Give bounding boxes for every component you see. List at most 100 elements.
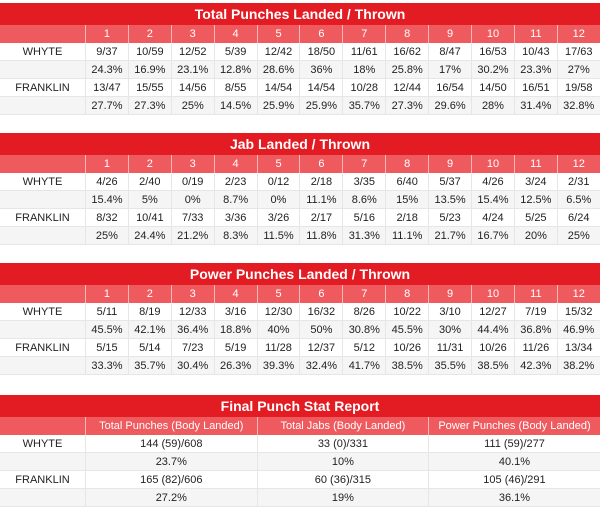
landed-cell: 0/19 bbox=[170, 173, 214, 190]
pct-cell: 35.5% bbox=[428, 357, 471, 374]
landed-cell: 12/37 bbox=[299, 339, 342, 356]
landed-cell: 7/33 bbox=[170, 209, 214, 226]
landed-cell: 5/37 bbox=[428, 173, 471, 190]
pct-cell: 21.7% bbox=[428, 227, 471, 244]
landed-cell: 2/18 bbox=[299, 173, 342, 190]
pct-cell: 27% bbox=[556, 61, 600, 78]
pct-cell: 0% bbox=[256, 191, 300, 208]
fighter-name: FRANKLIN bbox=[15, 342, 70, 354]
pct-cell: 0% bbox=[170, 191, 214, 208]
pct-cell: 15% bbox=[385, 191, 428, 208]
final-header-1: Total Jabs (Body Landed) bbox=[256, 417, 429, 435]
round-header-11: 11 bbox=[513, 155, 557, 173]
pct-cell: 30.8% bbox=[342, 321, 385, 338]
pct-cell: 20% bbox=[513, 227, 557, 244]
landed-cell: 3/35 bbox=[342, 173, 385, 190]
landed-cell: 14/56 bbox=[170, 79, 214, 96]
fighter-row-whyte: WHYTE 9/37 10/59 12/52 5/39 12/42 18/50 11/61 16… bbox=[0, 43, 600, 61]
landed-cell: 12/44 bbox=[385, 79, 428, 96]
round-header-row: 1 2 3 4 5 6 7 8 9 10 11 12 bbox=[0, 285, 600, 303]
fighter-pct-row-franklin: 25% 24.4% 21.2% 8.3% 11.5% 11.8% 31.3% 11.1% 21.… bbox=[0, 227, 600, 245]
pct-cell: 8.3% bbox=[213, 227, 257, 244]
pct-cell: 28% bbox=[471, 97, 514, 114]
fighter-row-franklin: FRANKLIN 13/47 15/55 14/56 8/55 14/54 14/54 10/… bbox=[0, 79, 600, 97]
pct-cell: 45.5% bbox=[85, 321, 128, 338]
final-value-cell: 60 (36)/315 bbox=[256, 471, 429, 488]
pct-cell: 36% bbox=[299, 61, 342, 78]
pct-cell: 15.4% bbox=[85, 191, 128, 208]
pct-label-blank bbox=[0, 227, 85, 244]
landed-cell: 16/32 bbox=[299, 303, 342, 320]
landed-cell: 12/52 bbox=[170, 43, 214, 60]
round-header-5: 5 bbox=[256, 155, 300, 173]
landed-cell: 11/61 bbox=[342, 43, 385, 60]
landed-cell: 5/39 bbox=[213, 43, 257, 60]
landed-cell: 5/19 bbox=[213, 339, 257, 356]
pct-cell: 46.9% bbox=[556, 321, 600, 338]
round-header-10: 10 bbox=[471, 285, 514, 303]
fighter-pct-row-whyte: 15.4% 5% 0% 8.7% 0% 11.1% 8.6% 15% 13.5% 15.4% 12.… bbox=[0, 191, 600, 209]
pct-cell: 5% bbox=[127, 191, 171, 208]
landed-cell: 3/26 bbox=[256, 209, 300, 226]
fighter-name: WHYTE bbox=[22, 46, 63, 58]
round-header-3: 3 bbox=[170, 25, 214, 43]
landed-cell: 10/28 bbox=[342, 79, 385, 96]
fighter-name: WHYTE bbox=[22, 176, 63, 188]
landed-cell: 10/43 bbox=[513, 43, 557, 60]
header-label-blank bbox=[0, 25, 85, 43]
pct-cell: 14.5% bbox=[213, 97, 257, 114]
landed-cell: 16/62 bbox=[385, 43, 428, 60]
landed-cell: 12/27 bbox=[471, 303, 514, 320]
fighter-pct-row-whyte: 45.5% 42.1% 36.4% 18.8% 40% 50% 30.8% 45.5% 30% 4… bbox=[0, 321, 600, 339]
pct-cell: 11.1% bbox=[299, 191, 342, 208]
final-header-0: Total Punches (Body Landed) bbox=[85, 417, 257, 435]
landed-cell: 2/31 bbox=[556, 173, 600, 190]
pct-cell: 21.2% bbox=[170, 227, 214, 244]
round-header-7: 7 bbox=[342, 285, 385, 303]
final-pct-row-whyte: 23.7% 10% 40.1% bbox=[0, 453, 600, 471]
round-header-3: 3 bbox=[170, 155, 214, 173]
pct-cell: 11.5% bbox=[256, 227, 300, 244]
landed-cell: 16/54 bbox=[428, 79, 471, 96]
landed-cell: 6/24 bbox=[556, 209, 600, 226]
landed-cell: 10/22 bbox=[385, 303, 428, 320]
fighter-name: FRANKLIN bbox=[15, 82, 70, 94]
final-pct-cell: 23.7% bbox=[85, 453, 257, 470]
final-row-franklin: FRANKLIN 165 (82)/606 60 (36)/315 105 (46)/… bbox=[0, 471, 600, 489]
round-header-2: 2 bbox=[127, 25, 171, 43]
round-header-5: 5 bbox=[256, 285, 300, 303]
pct-cell: 26.3% bbox=[213, 357, 257, 374]
pct-cell: 18.8% bbox=[213, 321, 257, 338]
final-header-2: Power Punches (Body Landed) bbox=[428, 417, 600, 435]
landed-cell: 5/12 bbox=[342, 339, 385, 356]
round-header-row: 1 2 3 4 5 6 7 8 9 10 11 12 bbox=[0, 25, 600, 43]
fighter-pct-row-franklin: 33.3% 35.7% 30.4% 26.3% 39.3% 32.4% 41.7% 38.5%… bbox=[0, 357, 600, 375]
pct-cell: 35.7% bbox=[342, 97, 385, 114]
landed-cell: 3/36 bbox=[213, 209, 257, 226]
landed-cell: 3/24 bbox=[513, 173, 557, 190]
pct-cell: 28.6% bbox=[256, 61, 300, 78]
landed-cell: 14/50 bbox=[471, 79, 514, 96]
pct-cell: 31.4% bbox=[513, 97, 557, 114]
landed-cell: 12/42 bbox=[256, 43, 300, 60]
landed-cell: 8/47 bbox=[428, 43, 471, 60]
landed-cell: 4/26 bbox=[85, 173, 128, 190]
landed-cell: 11/28 bbox=[256, 339, 300, 356]
pct-cell: 30% bbox=[428, 321, 471, 338]
final-value-cell: 144 (59)/608 bbox=[85, 435, 257, 452]
header-label-blank bbox=[0, 417, 85, 435]
pct-cell: 41.7% bbox=[342, 357, 385, 374]
pct-cell: 27.7% bbox=[85, 97, 128, 114]
section-title: Jab Landed / Thrown bbox=[0, 133, 600, 155]
landed-cell: 8/55 bbox=[213, 79, 257, 96]
round-header-9: 9 bbox=[428, 285, 471, 303]
pct-label-blank bbox=[0, 97, 85, 114]
section-title: Power Punches Landed / Thrown bbox=[0, 263, 600, 285]
pct-cell: 6.5% bbox=[556, 191, 600, 208]
landed-cell: 13/47 bbox=[85, 79, 128, 96]
final-pct-cell: 27.2% bbox=[85, 489, 257, 506]
pct-cell: 13.5% bbox=[428, 191, 471, 208]
landed-cell: 5/23 bbox=[428, 209, 471, 226]
pct-label-blank bbox=[0, 61, 85, 78]
landed-cell: 4/26 bbox=[471, 173, 514, 190]
